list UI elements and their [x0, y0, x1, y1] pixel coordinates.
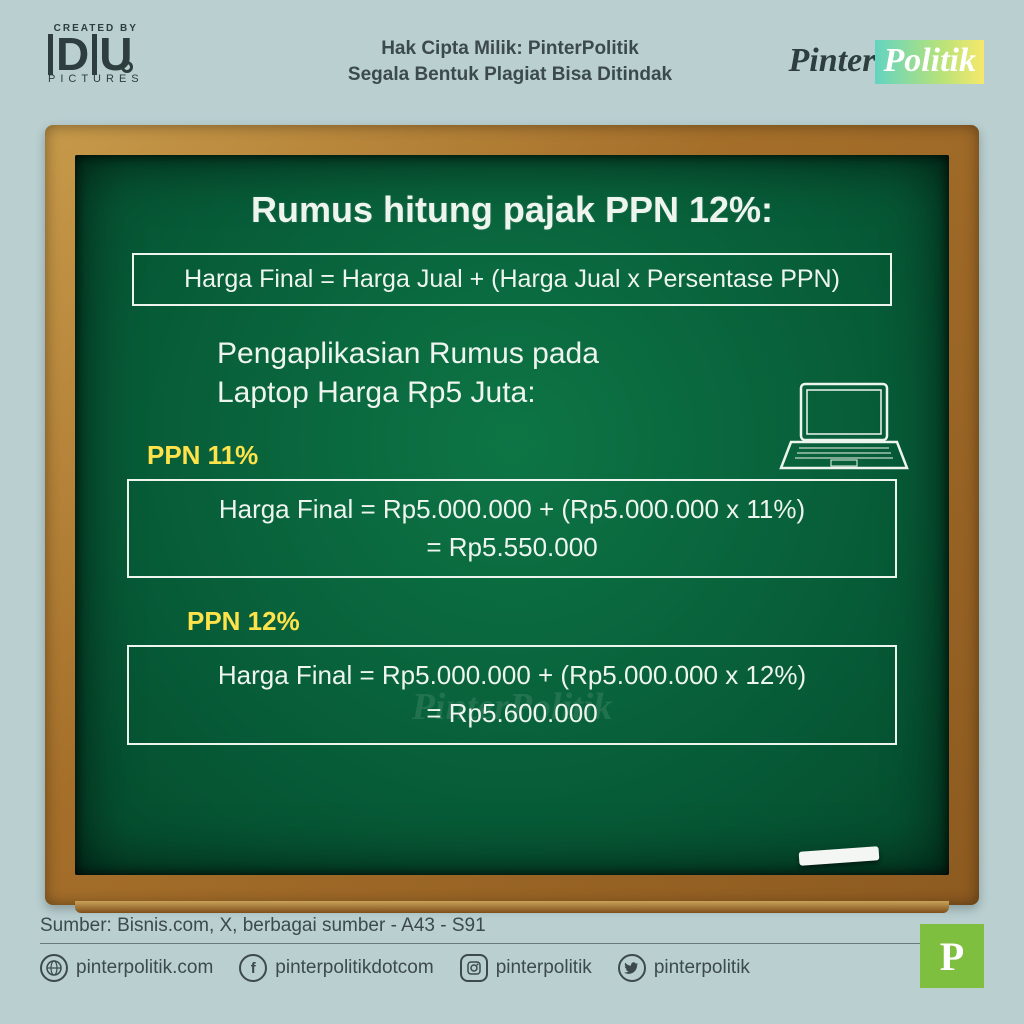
footer: Sumber: Bisnis.com, X, berbagai sumber -…: [40, 915, 984, 982]
twitter-icon: [618, 954, 646, 982]
copyright-text: Hak Cipta Milik: PinterPolitik Segala Be…: [280, 36, 740, 87]
fb-link: f pinterpolitikdotcom: [239, 954, 433, 982]
p-logo-icon: P: [920, 924, 984, 988]
ig-text: pinterpolitik: [496, 957, 592, 979]
formula-box: Harga Final = Harga Jual + (Harga Jual x…: [132, 253, 892, 306]
ppn11-line1: Harga Final = Rp5.000.000 + (Rp5.000.000…: [219, 494, 805, 524]
web-text: pinterpolitik.com: [76, 957, 213, 979]
brand-pinter: Pinter: [789, 42, 876, 79]
board-title: Rumus hitung pajak PPN 12%:: [117, 189, 907, 231]
tw-text: pinterpolitik: [654, 957, 750, 979]
subtitle-line2: Laptop Harga Rp5 Juta:: [217, 376, 536, 409]
tw-link: pinterpolitik: [618, 954, 750, 982]
chalkboard: Rumus hitung pajak PPN 12%: Harga Final …: [75, 155, 949, 875]
chalk-tray: [75, 901, 949, 913]
ppn12-line1: Harga Final = Rp5.000.000 + (Rp5.000.000…: [218, 660, 806, 690]
facebook-icon: f: [239, 954, 267, 982]
ppn12-line2: = Rp5.600.000: [426, 698, 597, 728]
chalk-stick-icon: [799, 846, 880, 866]
brand-politik: Politik: [875, 40, 984, 84]
ig-link: pinterpolitik: [460, 954, 592, 982]
chalkboard-frame: Rumus hitung pajak PPN 12%: Harga Final …: [45, 125, 979, 905]
brand-logo: PinterPolitik: [789, 40, 984, 84]
web-link: pinterpolitik.com: [40, 954, 213, 982]
creator-logo: CREATED BY D U PICTURES: [48, 23, 144, 85]
copyright-line2: Segala Bentuk Plagiat Bisa Ditindak: [348, 64, 672, 85]
instagram-icon: [460, 954, 488, 982]
copyright-line1: Hak Cipta Milik: PinterPolitik: [381, 38, 639, 59]
header-bar: CREATED BY D U PICTURES Hak Cipta Milik:…: [0, 18, 1024, 113]
du-logo-text: D U: [48, 34, 144, 75]
ppn11-line2: = Rp5.550.000: [426, 532, 597, 562]
laptop-icon: [779, 380, 909, 475]
subtitle-line1: Pengaplikasian Rumus pada: [217, 337, 599, 370]
ppn12-label: PPN 12%: [187, 606, 907, 637]
social-row: pinterpolitik.com f pinterpolitikdotcom …: [40, 954, 984, 982]
fb-text: pinterpolitikdotcom: [275, 957, 433, 979]
source-text: Sumber: Bisnis.com, X, berbagai sumber -…: [40, 915, 984, 944]
ppn12-calc: Harga Final = Rp5.000.000 + (Rp5.000.000…: [127, 645, 897, 744]
ppn11-calc: Harga Final = Rp5.000.000 + (Rp5.000.000…: [127, 479, 897, 578]
globe-icon: [40, 954, 68, 982]
